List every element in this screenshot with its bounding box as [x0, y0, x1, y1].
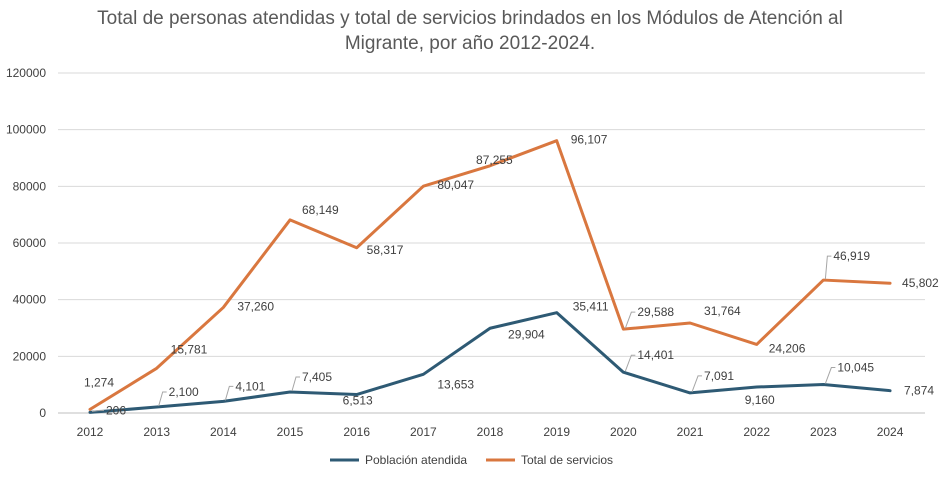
label-leader — [824, 255, 832, 280]
x-tick-label: 2019 — [543, 425, 570, 439]
chart-title: Total de personas atendidas y total de s… — [97, 8, 843, 54]
data-label: 4,101 — [235, 379, 265, 393]
data-label: 46,919 — [833, 249, 870, 263]
x-tick-label: 2023 — [810, 425, 837, 439]
x-tick-label: 2018 — [477, 425, 504, 439]
label-leader — [224, 385, 234, 401]
data-label: 24,206 — [769, 341, 806, 355]
x-tick-label: 2014 — [210, 425, 237, 439]
data-label: 29,904 — [508, 327, 545, 341]
label-leader — [91, 409, 104, 412]
series-line-2 — [88, 139, 892, 411]
x-axis-ticks: 2012 2013 2014 2015 2016 2017 2018 2019 2020 2021… — [77, 425, 904, 439]
data-label: 68,149 — [302, 203, 339, 217]
label-leader — [824, 367, 836, 384]
data-label: 13,653 — [437, 377, 474, 391]
data-label: 7,874 — [904, 384, 934, 398]
legend-label-2: Total de servicios — [521, 453, 613, 467]
x-tick-label: 2015 — [277, 425, 304, 439]
data-label: 6,513 — [343, 394, 373, 408]
y-tick-label: 20000 — [13, 349, 47, 363]
data-label: 7,091 — [704, 369, 734, 383]
legend: Población atendida Total de servicios — [330, 453, 613, 467]
label-leader — [624, 354, 636, 372]
x-tick-label: 2017 — [410, 425, 437, 439]
y-tick-label: 120000 — [6, 66, 46, 80]
label-leader — [158, 391, 167, 407]
data-label: 10,045 — [837, 361, 874, 375]
legend-label-1: Población atendida — [365, 453, 467, 467]
data-label: 15,781 — [171, 342, 208, 356]
data-label: 80,047 — [437, 178, 474, 192]
label-leader — [291, 376, 301, 392]
y-tick-label: 80000 — [13, 179, 47, 193]
data-label: 31,764 — [704, 304, 741, 318]
data-label: 206 — [106, 403, 126, 417]
data-label: 14,401 — [637, 348, 674, 362]
y-tick-label: 60000 — [13, 236, 47, 250]
data-label: 96,107 — [571, 133, 608, 147]
x-tick-label: 2013 — [143, 425, 170, 439]
series-lines — [88, 139, 892, 414]
data-label: 45,802 — [902, 276, 939, 290]
x-tick-label: 2012 — [77, 425, 104, 439]
series-line-1 — [88, 311, 892, 414]
data-label: 58,317 — [367, 243, 404, 257]
data-label: 9,160 — [745, 393, 775, 407]
x-tick-label: 2021 — [677, 425, 704, 439]
x-tick-label: 2020 — [610, 425, 637, 439]
label-leader — [624, 311, 636, 329]
data-label: 1,274 — [84, 375, 114, 389]
data-label: 35,411 — [573, 300, 609, 314]
y-tick-label: 40000 — [13, 293, 47, 307]
data-label: 7,405 — [302, 370, 332, 384]
x-tick-label: 2024 — [877, 425, 904, 439]
label-leader — [691, 375, 703, 393]
x-tick-label: 2016 — [343, 425, 370, 439]
data-label: 37,260 — [237, 299, 274, 313]
data-labels: 206 2,100 4,101 7,405 6,513 13,653 29,904 35,41… — [84, 133, 939, 418]
y-tick-label: 0 — [39, 406, 46, 420]
data-label: 2,100 — [169, 385, 199, 399]
gridlines — [58, 72, 925, 414]
y-tick-label: 100000 — [6, 123, 46, 137]
x-tick-label: 2022 — [743, 425, 770, 439]
y-axis-ticks: 0 20000 40000 60000 80000 100000 120000 — [6, 66, 46, 420]
data-label: 87,255 — [476, 153, 513, 167]
data-label: 29,588 — [637, 305, 674, 319]
